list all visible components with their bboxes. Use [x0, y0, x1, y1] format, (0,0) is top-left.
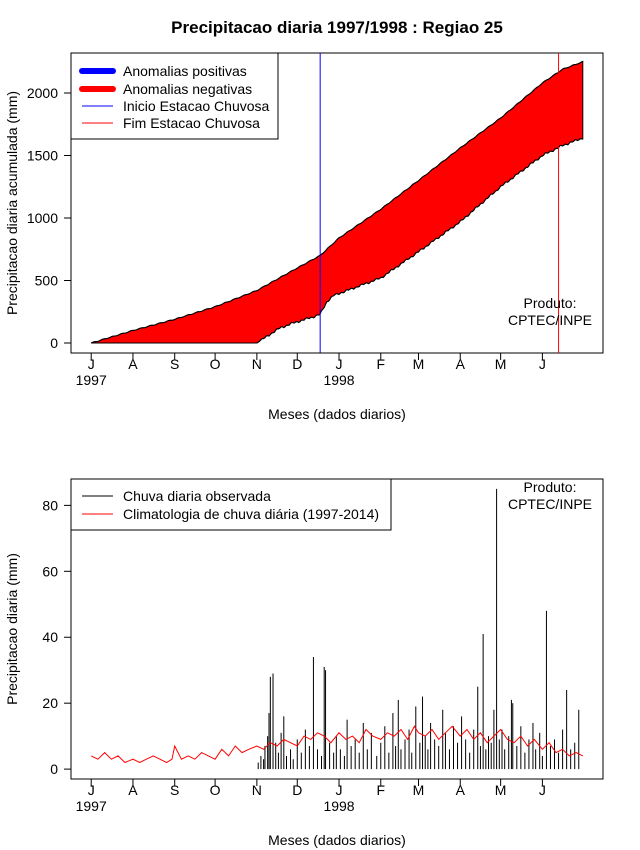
observed-bars-layer — [257, 488, 580, 770]
legend: Anomalias positivas Anomalias negativas … — [70, 52, 279, 140]
year-label-bottom: 1997 — [76, 798, 107, 814]
y-axis-bottom: 0 20 40 60 80 — [42, 497, 72, 777]
x-tick-label: M — [495, 356, 507, 372]
y-tick-label-bottom: 80 — [42, 497, 58, 513]
y-tick-label: 500 — [35, 273, 59, 289]
x-tick-label-bottom: N — [252, 782, 262, 798]
year-label: 1998 — [323, 372, 354, 388]
x-tick-label-bottom: D — [292, 782, 302, 798]
y-axis-label-bottom: Precipitacao diaria (mm) — [4, 553, 20, 705]
y-tick-label: 0 — [50, 335, 58, 351]
year-label-bottom: 1998 — [323, 798, 354, 814]
x-tick-label-bottom: A — [128, 782, 138, 798]
y-axis: 0 500 1000 1500 2000 — [27, 85, 72, 351]
y-tick-label: 2000 — [27, 85, 58, 101]
chart-title: Precipitacao diaria 1997/1998 : Regiao 2… — [171, 18, 503, 37]
legend-label-fim: Fim Estacao Chuvosa — [123, 115, 260, 131]
legend-label-observed: Chuva diaria observada — [123, 488, 271, 504]
x-tick-label: S — [170, 356, 179, 372]
x-tick-label: F — [376, 356, 385, 372]
legend-label-positive: Anomalias positivas — [123, 63, 247, 79]
x-tick-label: D — [292, 356, 302, 372]
y-tick-label: 1500 — [27, 148, 58, 164]
y-tick-label-bottom: 20 — [42, 695, 58, 711]
x-axis-label-bottom: Meses (dados diarios) — [268, 832, 406, 848]
x-tick-label: J — [88, 356, 95, 372]
x-axis-label: Meses (dados diarios) — [268, 406, 406, 422]
product-label-bottom: Produto: — [524, 479, 577, 495]
y-axis-label: Precipitacao diaria acumulada (mm) — [4, 91, 20, 315]
legend-label-climatology: Climatologia de chuva diária (1997-2014) — [123, 506, 379, 522]
x-tick-label-bottom: J — [88, 782, 95, 798]
x-tick-label: J — [336, 356, 343, 372]
x-tick-label: N — [252, 356, 262, 372]
legend-bottom: Chuva diaria observada Climatologia de c… — [70, 478, 392, 531]
legend-box — [70, 52, 279, 140]
legend-label-inicio: Inicio Estacao Chuvosa — [123, 98, 270, 114]
x-tick-label: A — [128, 356, 138, 372]
product-label: Produto: — [524, 295, 577, 311]
product-source-bottom: CPTEC/INPE — [508, 496, 592, 512]
year-label: 1997 — [76, 372, 107, 388]
x-tick-label-bottom: M — [413, 782, 425, 798]
x-tick-label-bottom: M — [495, 782, 507, 798]
climatology-line-layer — [90, 725, 584, 764]
season-lines-layer — [319, 53, 560, 353]
y-tick-label: 1000 — [27, 210, 58, 226]
x-tick-label-bottom: J — [336, 782, 343, 798]
x-tick-label-bottom: O — [210, 782, 221, 798]
y-tick-label-bottom: 60 — [42, 563, 58, 579]
observed-cumulative-line — [91, 138, 583, 344]
y-tick-label-bottom: 0 — [50, 761, 58, 777]
x-tick-label: O — [210, 356, 221, 372]
climatology-daily-line — [90, 725, 584, 764]
x-tick-label-bottom: J — [539, 782, 546, 798]
legend-label-negative: Anomalias negativas — [123, 81, 252, 97]
y-tick-label-bottom: 40 — [42, 629, 58, 645]
climatology-cumulative-line — [90, 60, 584, 344]
product-source: CPTEC/INPE — [508, 312, 592, 328]
x-tick-label-bottom: S — [170, 782, 179, 798]
x-tick-label: A — [456, 356, 466, 372]
cumulative-chart: Precipitacao diaria 1997/1998 : Regiao 2… — [4, 18, 604, 422]
x-tick-label-bottom: F — [376, 782, 385, 798]
x-tick-label-bottom: A — [456, 782, 466, 798]
legend-box-bottom — [70, 478, 392, 531]
anomaly-area-layer — [90, 60, 584, 344]
x-tick-label: J — [539, 356, 546, 372]
x-tick-label: M — [413, 356, 425, 372]
